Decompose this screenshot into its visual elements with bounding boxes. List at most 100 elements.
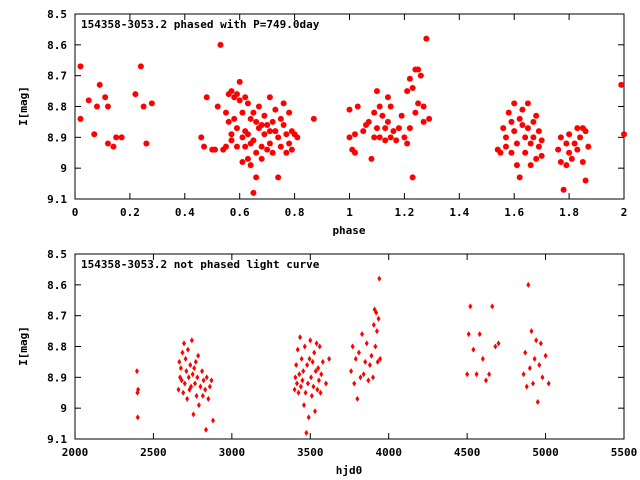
data-point [352, 380, 357, 387]
data-point [533, 155, 540, 162]
data-point [401, 134, 408, 141]
data-point [585, 143, 592, 150]
chart-title: 154358-3053.2 phased with P=749.0day [81, 18, 320, 31]
data-point [134, 368, 139, 375]
phased-light-curve-panel: 0 0.2 0.4 0.6 0.8 1 1.2 1.4 1.6 1.8 2 8.5 8.6 8.7 8.8 8… [17, 8, 627, 237]
data-point [319, 371, 324, 378]
data-point [195, 374, 200, 381]
data-point [261, 131, 268, 138]
data-point [191, 411, 196, 418]
x-tick-label: 0.2 [120, 206, 140, 219]
data-point [511, 128, 518, 135]
data-point [382, 137, 389, 144]
data-point [364, 340, 369, 347]
data-point [557, 159, 564, 165]
data-point [497, 149, 504, 156]
data-point [465, 371, 470, 378]
data-point [315, 386, 320, 393]
data-point [555, 146, 562, 153]
data-point [524, 125, 531, 132]
data-point [563, 140, 570, 147]
data-point [228, 137, 235, 144]
data-point [480, 355, 485, 362]
data-point [363, 358, 368, 365]
data-point [387, 103, 394, 110]
data-point [183, 355, 188, 362]
data-point [508, 149, 515, 156]
data-point [294, 380, 299, 387]
y-tick-label: 8.7 [47, 70, 67, 83]
data-point [355, 395, 360, 402]
data-point [280, 100, 287, 107]
y-tick-label: 8.6 [47, 39, 67, 52]
data-point [275, 174, 282, 181]
data-point [574, 146, 581, 153]
data-point [502, 134, 509, 141]
data-point [194, 392, 199, 399]
data-point [178, 365, 183, 372]
data-point [180, 349, 185, 356]
data-point [417, 72, 424, 79]
data-point [102, 94, 109, 101]
data-point [231, 115, 238, 122]
data-point [358, 374, 363, 381]
data-point [258, 155, 265, 162]
data-point [196, 402, 201, 409]
axis-ticks: 2000 2500 3000 3500 4000 4500 5000 5500 8.5 8.6 8.… [47, 248, 637, 459]
data-point [474, 371, 479, 378]
data-point [148, 100, 155, 107]
data-point [209, 377, 214, 384]
data-point [361, 371, 366, 378]
y-tick-label: 8.9 [47, 371, 67, 384]
data-point [409, 174, 416, 181]
data-point [253, 118, 260, 125]
data-point [77, 115, 84, 122]
data-point [244, 100, 251, 107]
data-point [293, 374, 298, 381]
data-point [527, 162, 534, 169]
x-tick-label: 0.8 [285, 206, 305, 219]
data-point [310, 358, 315, 365]
data-point [354, 103, 361, 110]
data-point [203, 426, 208, 433]
data-point [466, 331, 471, 338]
data-point [179, 377, 184, 384]
data-point [423, 35, 430, 42]
data-point [77, 63, 84, 70]
data-point [493, 343, 498, 350]
data-point [404, 140, 411, 147]
data-point [91, 131, 98, 138]
data-point [297, 371, 302, 378]
data-point [255, 103, 262, 110]
data-point [242, 94, 249, 101]
data-point [373, 88, 380, 95]
data-point [201, 377, 206, 384]
data-point [513, 140, 520, 147]
data-point [104, 103, 111, 110]
data-point [574, 125, 581, 132]
data-point [527, 140, 534, 147]
data-point [579, 159, 586, 165]
data-point [582, 128, 589, 135]
data-point [190, 371, 195, 378]
data-point [523, 349, 528, 356]
data-point [277, 143, 284, 150]
data-point [266, 94, 273, 101]
data-point [406, 125, 413, 132]
data-point [184, 368, 189, 375]
data-point [524, 100, 531, 107]
data-point [110, 143, 117, 150]
data-point [353, 355, 358, 362]
data-point [250, 109, 257, 116]
data-point [522, 134, 529, 141]
data-point [193, 358, 198, 365]
x-tick-label: 4000 [375, 446, 402, 459]
data-point [382, 125, 389, 132]
data-point [366, 377, 371, 384]
data-point [530, 118, 537, 125]
data-point [483, 377, 488, 384]
data-point [516, 174, 523, 181]
data-point [524, 383, 529, 390]
y-tick-label: 8.5 [47, 248, 67, 261]
data-point [369, 352, 374, 359]
